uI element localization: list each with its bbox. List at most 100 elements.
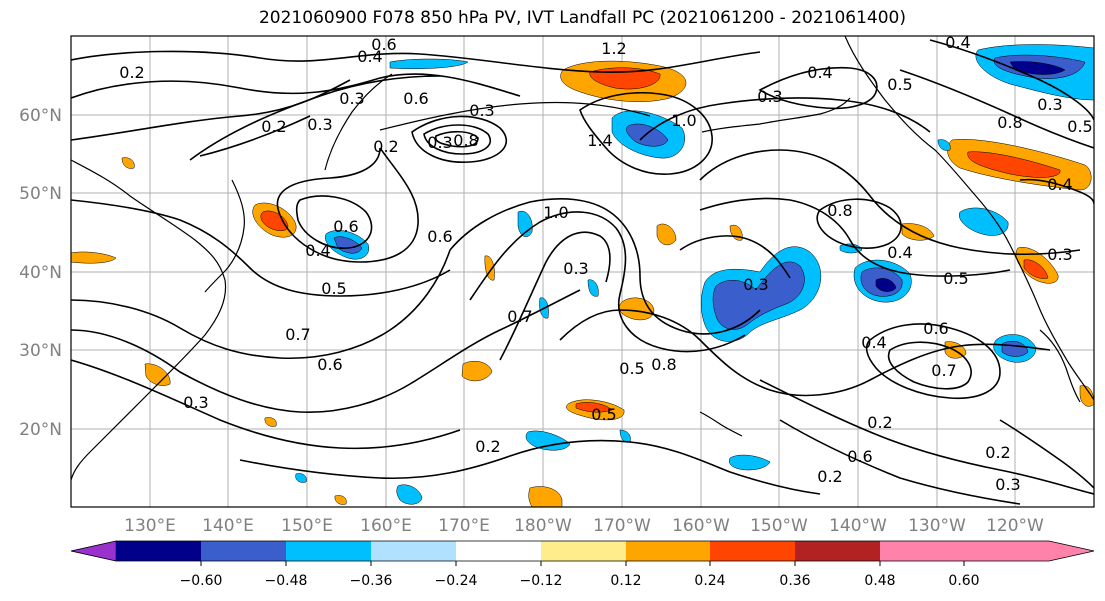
shade-positive bbox=[334, 495, 347, 505]
contour-label: 0.8 bbox=[827, 201, 852, 220]
contour-label: 0.6 bbox=[403, 89, 428, 108]
lon-label: 140°W bbox=[829, 516, 887, 536]
contour-line bbox=[295, 195, 373, 249]
contour-label: 0.3 bbox=[427, 133, 452, 152]
contour-line bbox=[899, 69, 1094, 149]
colorbar-tick-label: −0.48 bbox=[265, 573, 308, 589]
latitude-labels: 60°N 50°N 40°N 30°N 20°N bbox=[19, 106, 62, 440]
contour-label: 0.6 bbox=[317, 355, 342, 374]
shade-positive bbox=[656, 223, 677, 246]
lon-label: 130°E bbox=[124, 516, 176, 536]
contour-label: 0.4 bbox=[807, 63, 832, 82]
shade-negative bbox=[937, 139, 951, 151]
contour-label: 0.4 bbox=[887, 243, 912, 262]
contour-line bbox=[499, 231, 611, 361]
coast-kamchatka bbox=[324, 73, 393, 171]
contour-label: 0.8 bbox=[651, 355, 676, 374]
contour-label: 0.2 bbox=[261, 117, 286, 136]
lon-label: 150°W bbox=[750, 516, 808, 536]
contour-line bbox=[759, 379, 1094, 495]
contour-label: 0.5 bbox=[1067, 117, 1092, 136]
contour-label: 1.2 bbox=[601, 39, 626, 58]
colorbar-tick-label: −0.36 bbox=[350, 573, 393, 589]
colorbar-segment bbox=[795, 541, 880, 561]
contour-label: 0.3 bbox=[743, 275, 768, 294]
contour-label: 0.6 bbox=[427, 227, 452, 246]
colorbar-tick-label: 0.24 bbox=[694, 573, 725, 589]
contour-label: 0.2 bbox=[867, 413, 892, 432]
contour-label: 0.4 bbox=[861, 333, 886, 352]
colorbar-tick-label: 0.48 bbox=[864, 573, 895, 589]
contour-label: 1.4 bbox=[587, 131, 612, 150]
lon-label: 150°E bbox=[281, 516, 333, 536]
figure-title: 2021060900 F078 850 hPa PV, IVT Landfall… bbox=[258, 8, 906, 28]
contour-label: 0.3 bbox=[469, 101, 494, 120]
contour-label: 0.7 bbox=[931, 361, 956, 380]
contour-label: 0.2 bbox=[475, 437, 500, 456]
colorbar-segment bbox=[371, 541, 456, 561]
shade-positive bbox=[1023, 259, 1049, 279]
contour-label: 1.0 bbox=[671, 111, 696, 130]
contour-line bbox=[199, 115, 311, 157]
lon-label: 180°W bbox=[514, 516, 572, 536]
colorbar-segment bbox=[456, 541, 541, 561]
contour-line bbox=[434, 130, 479, 148]
coast-asia bbox=[71, 159, 227, 481]
shade-negative bbox=[958, 207, 1009, 236]
shade-positive bbox=[901, 223, 935, 241]
coast-aleutians bbox=[379, 101, 651, 131]
colorbar-segment bbox=[880, 541, 964, 561]
shade-negative bbox=[295, 473, 307, 483]
contour-line bbox=[411, 115, 507, 163]
shade-positive bbox=[121, 157, 135, 169]
contour-line bbox=[887, 341, 972, 390]
lon-label: 170°E bbox=[438, 516, 490, 536]
shaded-anomalies bbox=[71, 44, 1094, 507]
contour-line bbox=[71, 359, 461, 450]
contour-label: 0.2 bbox=[119, 63, 144, 82]
contour-label: 0.3 bbox=[563, 259, 588, 278]
shade-positive bbox=[264, 417, 277, 427]
colorbar-tick-label: 0.60 bbox=[948, 573, 979, 589]
colorbar-tick-label: 0.12 bbox=[610, 573, 641, 589]
lat-label: 30°N bbox=[19, 341, 62, 361]
lon-label: 160°E bbox=[360, 516, 412, 536]
contour-line bbox=[71, 289, 581, 414]
contour-label: 0.7 bbox=[507, 307, 532, 326]
coast-north-america bbox=[844, 36, 1094, 401]
contour-label: 1.0 bbox=[543, 203, 568, 222]
shade-negative bbox=[839, 243, 863, 254]
shade-negative bbox=[626, 123, 669, 147]
contours bbox=[71, 39, 1094, 505]
contour-label: 0.5 bbox=[943, 269, 968, 288]
colorbar-segment bbox=[116, 541, 201, 561]
lon-label: 170°W bbox=[593, 516, 651, 536]
contour-line bbox=[189, 75, 441, 161]
contour-line bbox=[276, 147, 419, 263]
shade-positive bbox=[71, 251, 117, 264]
contour-line bbox=[239, 439, 821, 495]
contour-label: 0.6 bbox=[333, 217, 358, 236]
colorbar-tick-label: −0.24 bbox=[435, 573, 478, 589]
contour-line bbox=[71, 73, 521, 99]
coast-baja bbox=[1039, 329, 1081, 403]
contour-label: 0.5 bbox=[591, 405, 616, 424]
colorbar-segment bbox=[286, 541, 371, 561]
contour-line bbox=[71, 249, 451, 360]
shade-negative bbox=[587, 279, 599, 297]
shade-negative bbox=[1009, 61, 1066, 75]
lat-label: 50°N bbox=[19, 184, 62, 204]
contour-line bbox=[999, 419, 1094, 489]
lon-label: 140°E bbox=[202, 516, 254, 536]
contour-label: 0.2 bbox=[373, 137, 398, 156]
colorbar-outline bbox=[70, 540, 1095, 562]
coast-alaska-peninsula bbox=[701, 97, 851, 133]
contour-label: 0.3 bbox=[1037, 95, 1062, 114]
colorbar-ticks bbox=[200, 561, 965, 566]
colorbar-segment bbox=[626, 541, 710, 561]
colorbar-tick-label: −0.12 bbox=[520, 573, 563, 589]
shade-negative bbox=[525, 430, 571, 451]
longitude-labels: 130°E 140°E 150°E 160°E 170°E 180°W 170°… bbox=[124, 516, 1044, 536]
coast-hawaii bbox=[699, 411, 743, 437]
contour-line bbox=[579, 91, 713, 175]
